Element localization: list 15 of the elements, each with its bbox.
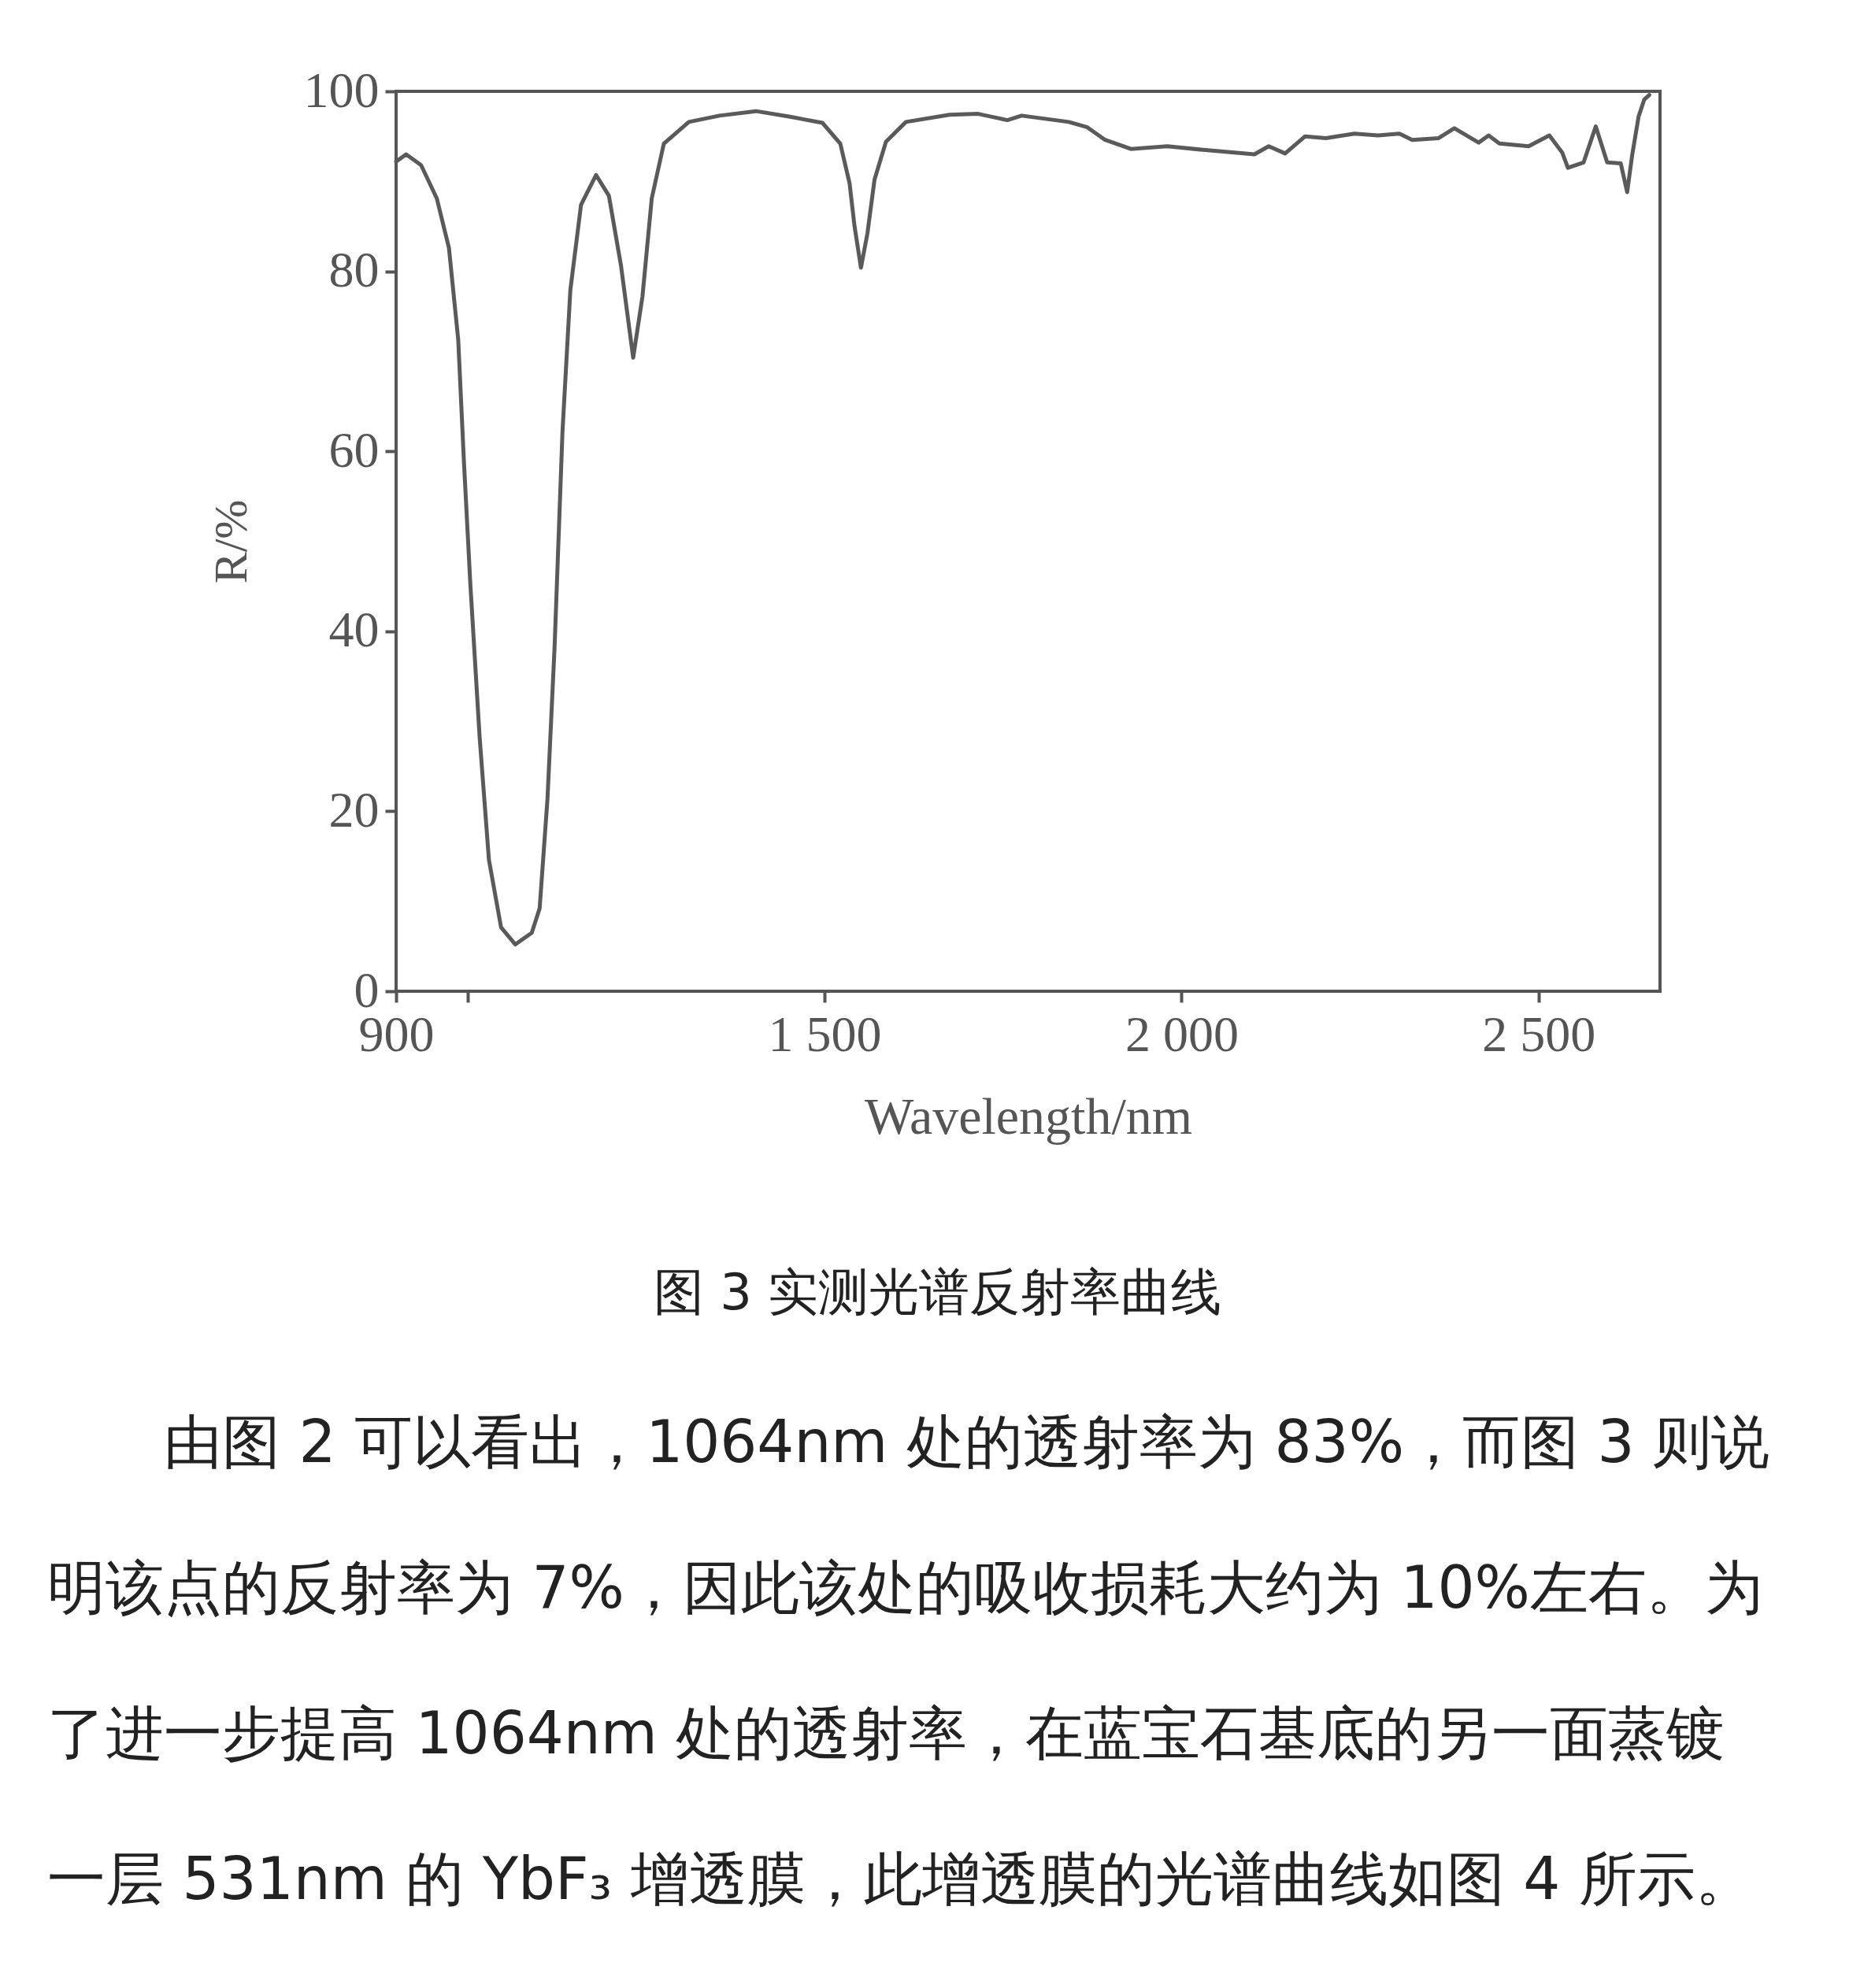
y-tick-label: 40 <box>328 602 380 658</box>
y-tick-label: 60 <box>328 421 380 478</box>
x-tick-label: 2 000 <box>1125 1005 1239 1062</box>
y-axis-title: R/% <box>204 499 257 584</box>
text: 了进一步提高 1064nm 处的透射率，在蓝宝石基底的另一面蒸镀 <box>47 1699 1725 1767</box>
text: 图 3 实测光谱反射率曲线 <box>653 1263 1222 1321</box>
text: 由图 2 可以看出，1064nm 处的透射率为 83%，而图 3 则说 <box>164 1408 1770 1475</box>
text: 明该点的反射率为 7%，因此该处的吸收损耗大约为 10%左右。为 <box>47 1553 1763 1621</box>
y-tick-label: 100 <box>303 61 380 118</box>
text: 一层 531nm 的 YbF₃ 增透膜，此增透膜的光谱曲线如图 4 所示。 <box>47 1845 1754 1912</box>
x-tick-label: 1 500 <box>768 1005 882 1062</box>
x-tick-label: 2 500 <box>1482 1005 1596 1062</box>
y-tick-label: 20 <box>328 781 380 838</box>
x-axis-title: Wavelength/nm <box>864 1087 1193 1145</box>
y-tick-label: 80 <box>328 242 380 298</box>
